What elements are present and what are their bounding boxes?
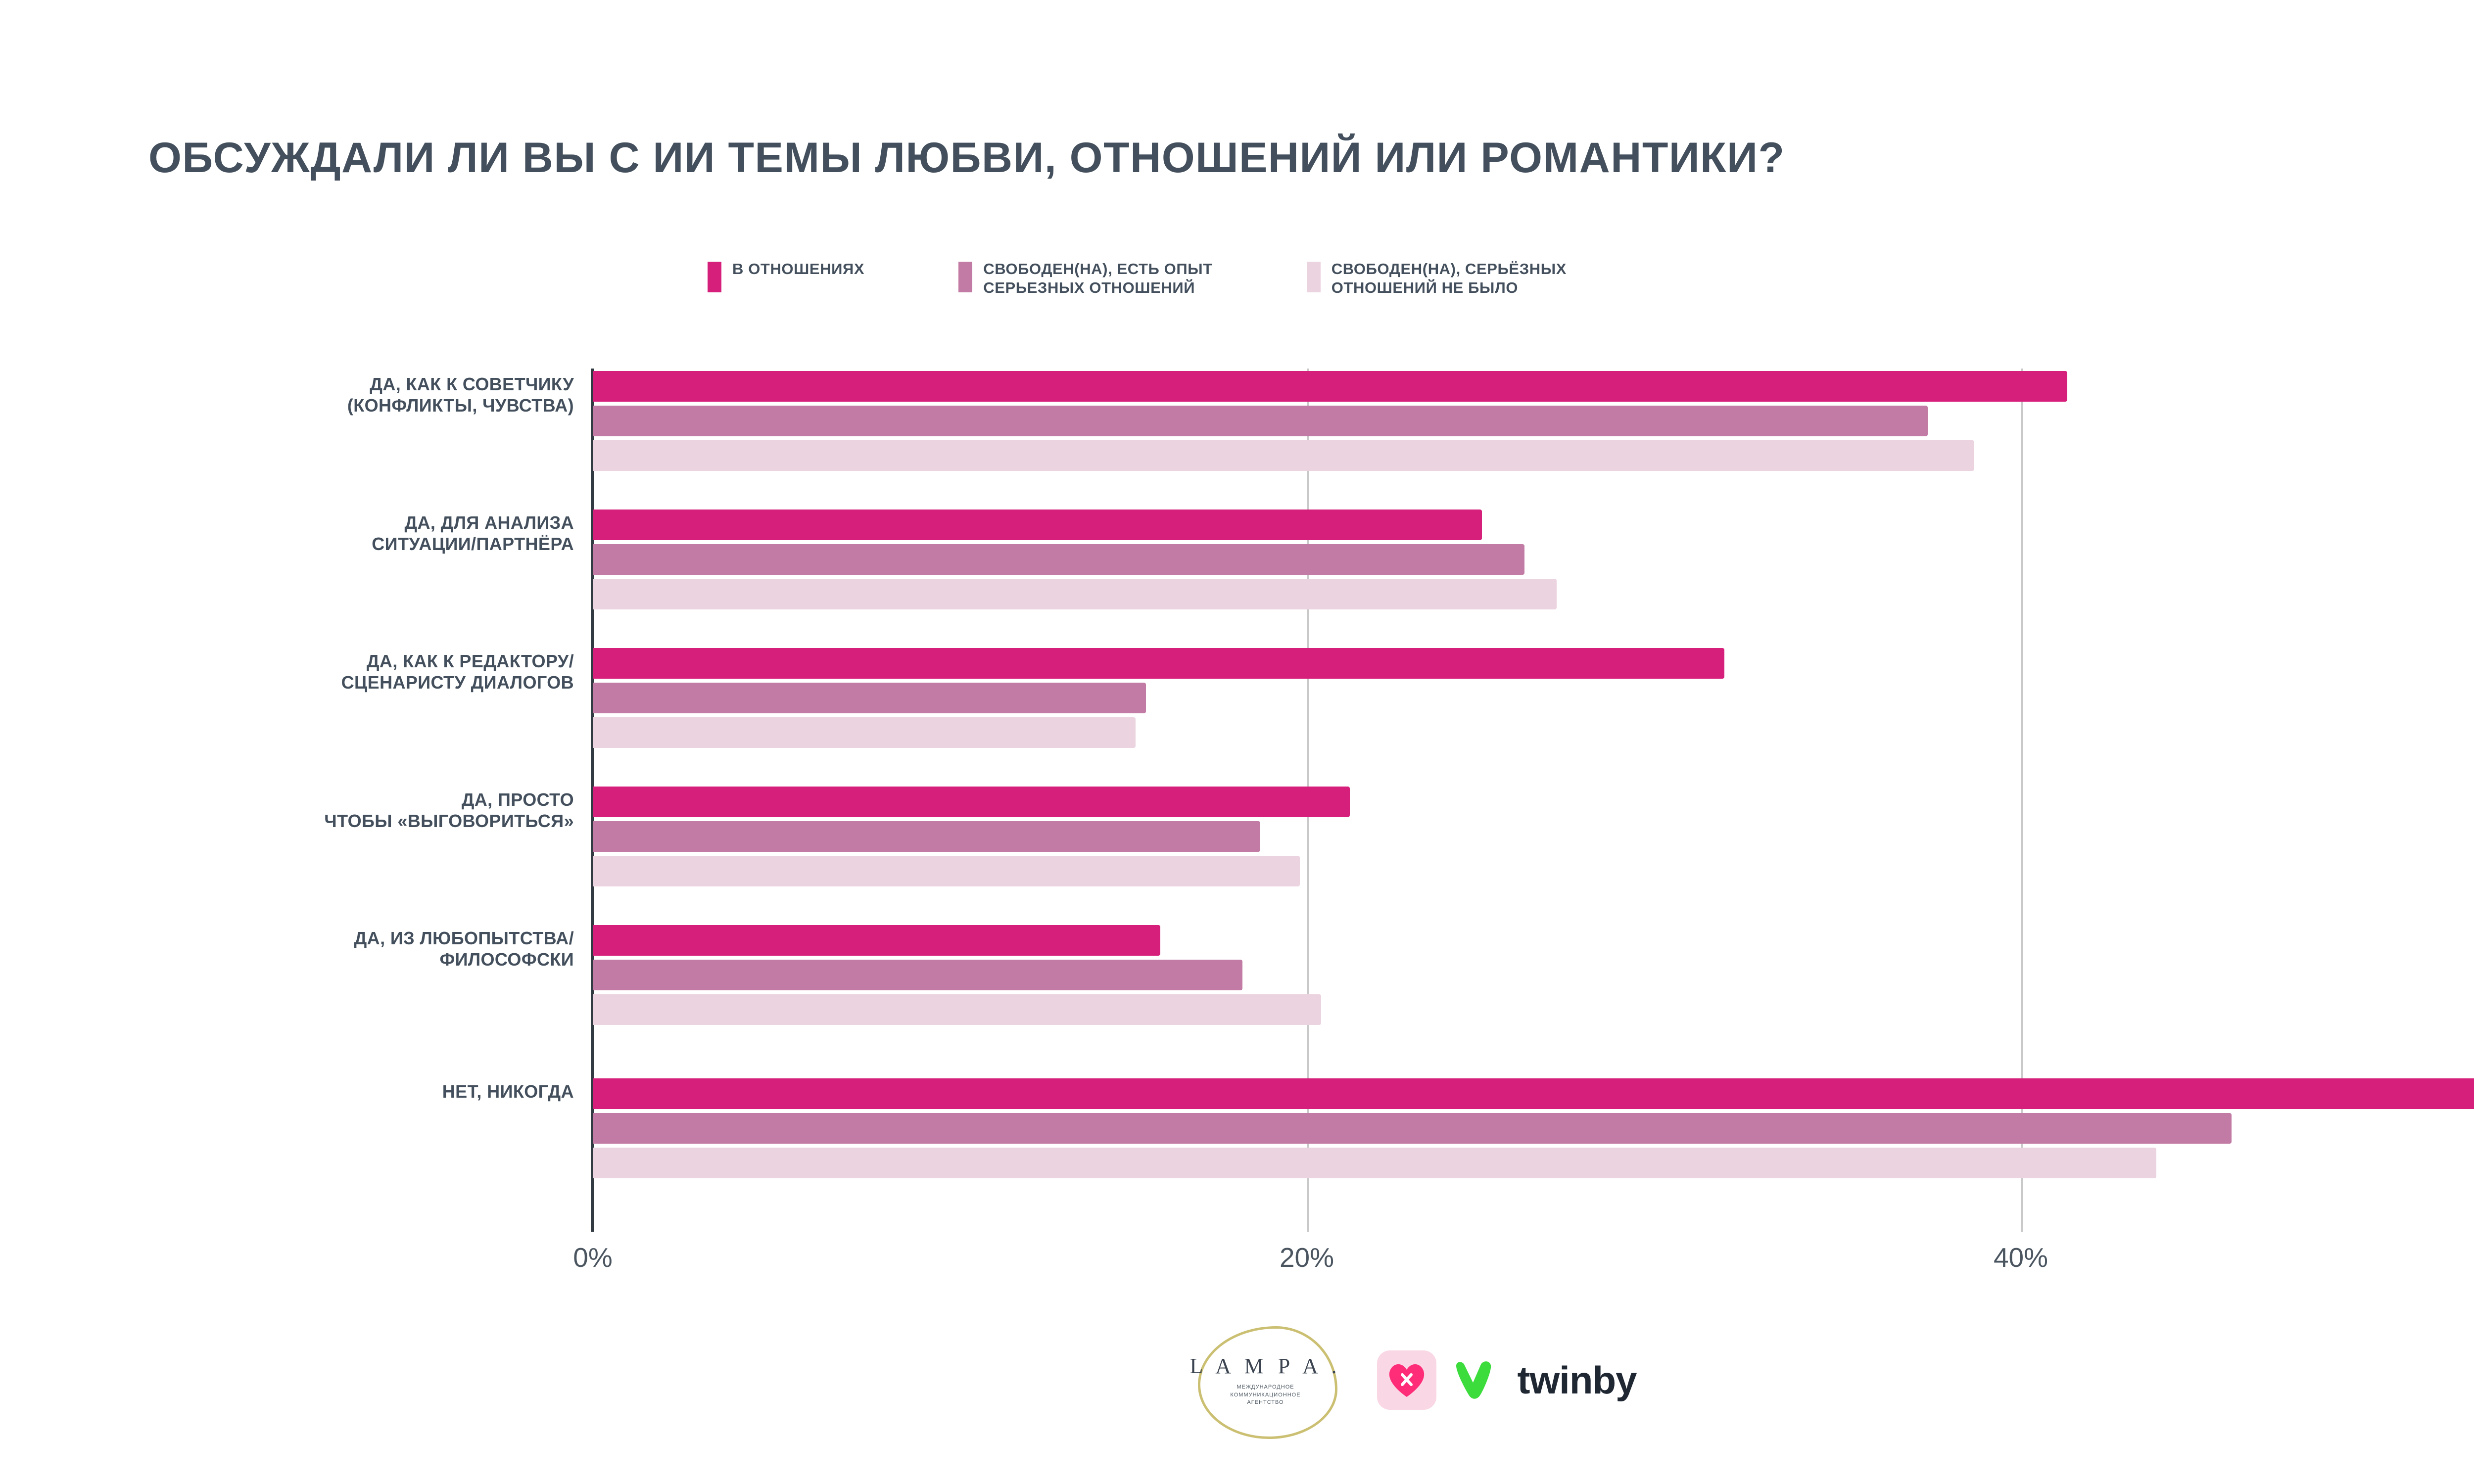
bar-never-single-no-experience[interactable] [593,1148,2156,1178]
lampa-blob-icon [1197,1326,1337,1439]
bar-editor-single-no-experience[interactable] [593,717,1136,748]
bar-vent-in-relationship[interactable] [593,787,1350,817]
bar-analysis-in-relationship[interactable] [593,510,1482,540]
y-axis-line [591,369,594,1232]
bar-curiosity-single-experience[interactable] [593,960,1242,990]
bar-analysis-single-experience[interactable] [593,544,1524,575]
legend-item-in-relationship[interactable]: В ОТНОШЕНИЯХ [708,260,864,292]
bar-vent-single-no-experience[interactable] [593,856,1300,886]
lampa-subtitle: МЕЖДУНАРОДНОЕ КОММУНИКАЦИОННОЕ АГЕНТСТВО [1230,1384,1301,1406]
twinby-heart-badge [1377,1350,1436,1410]
twinby-check-icon [1456,1361,1491,1399]
lampa-logo: L A M P A . МЕЖДУНАРОДНОЕ КОММУНИКАЦИОНН… [1184,1323,1347,1439]
chart-legend: В ОТНОШЕНИЯХ СВОБОДЕН(НА), ЕСТЬ ОПЫТ СЕР… [708,260,1567,297]
legend-item-single-no-experience[interactable]: СВОБОДЕН(НА), СЕРЬЁЗНЫХ ОТНОШЕНИЙ НЕ БЫЛ… [1306,260,1567,297]
bar-curiosity-single-no-experience[interactable] [593,994,1321,1025]
category-label-analysis: ДА, ДЛЯ АНАЛИЗА СИТУАЦИИ/ПАРТНЁРА [372,512,574,555]
category-label-advisor: ДА, КАК К СОВЕТЧИКУ (КОНФЛИКТЫ, ЧУВСТВА) [347,374,574,416]
bar-advisor-single-experience[interactable] [593,406,1928,436]
footer-logos: L A M P A . МЕЖДУНАРОДНОЕ КОММУНИКАЦИОНН… [0,1306,2474,1454]
heart-icon [1389,1364,1424,1397]
category-label-vent: ДА, ПРОСТО ЧТОБЫ «ВЫГОВОРИТЬСЯ» [324,789,574,832]
y-axis-category-labels: ДА, КАК К СОВЕТЧИКУ (КОНФЛИКТЫ, ЧУВСТВА)… [59,369,574,1232]
twinby-logo: twinby [1377,1350,1637,1410]
xtick-40: 40% [1993,1242,2048,1273]
bar-editor-single-experience[interactable] [593,683,1146,713]
category-label-curiosity: ДА, ИЗ ЛЮБОПЫТСТВА/ ФИЛОСОФСКИ [354,928,574,970]
bar-advisor-in-relationship[interactable] [593,371,2067,402]
twinby-wordmark: twinby [1517,1358,1637,1402]
legend-item-single-with-experience[interactable]: СВОБОДЕН(НА), ЕСТЬ ОПЫТ СЕРЬЕЗНЫХ ОТНОШЕ… [958,260,1213,297]
gridline-40 [2021,369,2023,1232]
lampa-wordmark: L A M P A . [1189,1353,1341,1378]
category-label-never: НЕТ, НИКОГДА [442,1081,574,1102]
bar-curiosity-in-relationship[interactable] [593,925,1160,956]
plot-area [591,369,2474,1232]
bar-vent-single-experience[interactable] [593,821,1260,852]
bar-never-single-experience[interactable] [593,1113,2232,1144]
chart-title: ОБСУЖДАЛИ ЛИ ВЫ С ИИ ТЕМЫ ЛЮБВИ, ОТНОШЕН… [148,134,1785,182]
legend-swatch-single-with-experience [958,262,973,292]
bar-analysis-single-no-experience[interactable] [593,579,1557,609]
bar-advisor-single-no-experience[interactable] [593,440,1974,471]
category-label-editor: ДА, КАК К РЕДАКТОРУ/ СЦЕНАРИСТУ ДИАЛОГОВ [341,651,574,693]
bar-editor-in-relationship[interactable] [593,648,1724,679]
legend-label-single-with-experience: СВОБОДЕН(НА), ЕСТЬ ОПЫТ СЕРЬЕЗНЫХ ОТНОШЕ… [983,260,1213,296]
xtick-0: 0% [573,1242,613,1273]
legend-swatch-in-relationship [708,262,721,292]
x-axis-tick-labels: 0% 20% 40% 60% [573,1242,2474,1286]
bar-never-in-relationship[interactable] [593,1078,2474,1109]
legend-swatch-single-no-experience [1306,262,1321,292]
legend-label-in-relationship: В ОТНОШЕНИЯХ [732,260,865,278]
legend-label-single-no-experience: СВОБОДЕН(НА), СЕРЬЁЗНЫХ ОТНОШЕНИЙ НЕ БЫЛ… [1331,260,1567,296]
xtick-20: 20% [1279,1242,1334,1273]
